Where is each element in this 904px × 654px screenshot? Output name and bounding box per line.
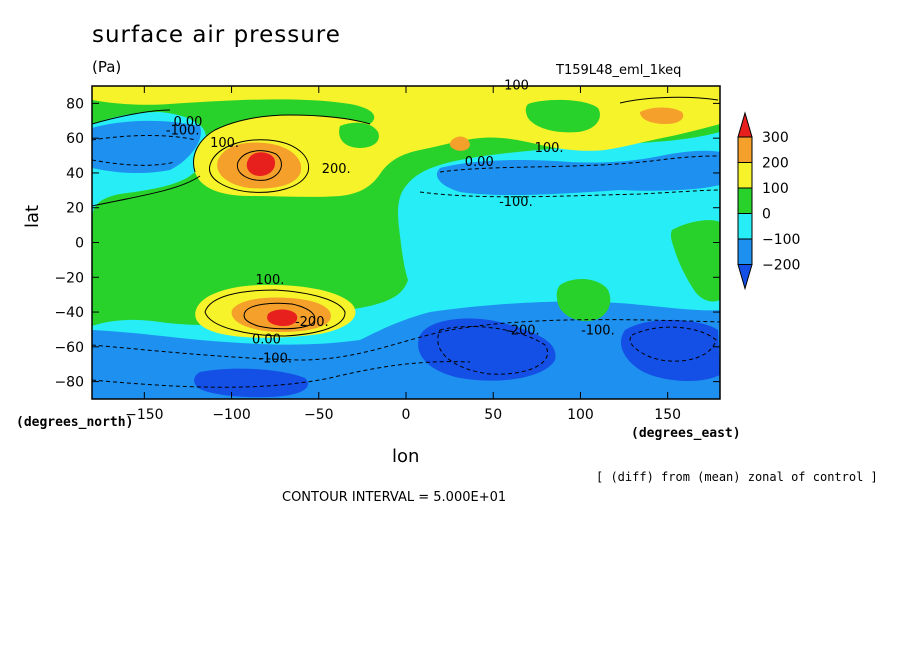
colorbar: 300 200 100 0 −100 −200 <box>737 111 800 291</box>
colorbar-label: −100 <box>762 232 800 248</box>
chart-title: surface air pressure <box>92 22 341 48</box>
contour-label: -200. <box>506 324 540 339</box>
contour-field <box>92 86 720 399</box>
field-darkblue-south-2 <box>620 319 720 382</box>
x-tick-label: 0 <box>402 407 411 423</box>
contour-label: -100. <box>499 195 533 210</box>
colorbar-swatch <box>737 213 753 240</box>
field-red-north <box>246 152 276 176</box>
axes: −150 −100 −50 0 50 100 150 −80 −60 −40 −20 0 20 40 60 8… <box>54 86 720 423</box>
y-tick-label: −60 <box>54 340 84 356</box>
y-tick-label: 80 <box>66 96 84 112</box>
negative-contours <box>92 135 720 388</box>
contour-label: -100. <box>166 124 200 139</box>
colorbar-swatch <box>737 136 753 163</box>
colorbar-swatch <box>737 187 753 214</box>
colorbar-top-arrow <box>737 111 753 138</box>
y-tick-label: −20 <box>54 270 84 286</box>
contour-interval: CONTOUR INTERVAL = 5.000E+01 <box>282 490 507 505</box>
x-tick-label: 50 <box>484 407 502 423</box>
contour-label: -100. <box>581 324 615 339</box>
x-tick-label: −150 <box>125 407 163 423</box>
contour-label: 0.00 <box>252 332 281 347</box>
diff-note: [ (diff) from (mean) zonal of control ] <box>596 470 878 484</box>
field-blue-north-east <box>436 150 720 196</box>
y-tick-label: 60 <box>66 131 84 147</box>
colorbar-label: −200 <box>762 258 800 274</box>
field-darkblue-south-3 <box>194 368 309 398</box>
field-red-south <box>267 309 298 326</box>
y-axis-units: (degrees_north) <box>16 415 134 430</box>
y-tick-label: 20 <box>66 201 84 217</box>
contour-label: 100. <box>535 141 564 156</box>
contour-label: 0.00 <box>465 155 494 170</box>
contour-label: 100. <box>210 136 239 151</box>
field-darkblue-south-1 <box>418 318 556 381</box>
contour-label: -100. <box>258 351 292 366</box>
contour-label: 100. <box>255 273 284 288</box>
chart-units: (Pa) <box>92 58 122 76</box>
colorbar-swatch <box>737 238 753 265</box>
colorbar-label: 100 <box>762 181 789 197</box>
colorbar-label: 0 <box>762 207 771 223</box>
contour-label: -200. <box>295 315 329 330</box>
contour-label: 200. <box>322 162 351 177</box>
y-tick-label: −80 <box>54 375 84 391</box>
field-orange-north-3 <box>449 136 470 151</box>
contour-label: -100 <box>499 78 529 93</box>
field-green-north-hole-1 <box>525 99 600 133</box>
field-orange-north-2 <box>640 107 684 124</box>
x-tick-label: 150 <box>654 407 681 423</box>
colorbar-bottom-arrow <box>737 264 753 291</box>
contour-label: 0.00 <box>173 115 202 130</box>
x-tick-label: −50 <box>304 407 334 423</box>
contour-labels: 0.00-100.100.200.-100100.0.00-100.100.-2… <box>166 78 615 366</box>
y-tick-label: −40 <box>54 305 84 321</box>
x-tick-label: 100 <box>567 407 594 423</box>
field-green-east-1 <box>556 278 611 322</box>
x-tick-label: −100 <box>212 407 250 423</box>
positive-contours <box>92 96 719 337</box>
y-tick-label: 40 <box>66 166 84 182</box>
colorbar-swatch <box>737 162 753 189</box>
y-tick-label: 0 <box>75 236 84 252</box>
x-axis-label: lon <box>392 446 420 467</box>
colorbar-label: 300 <box>762 130 789 146</box>
x-axis-units: (degrees_east) <box>631 426 741 441</box>
field-green-north-hole-2 <box>339 122 379 148</box>
colorbar-label: 200 <box>762 156 789 172</box>
field-blue-north-west <box>92 120 201 174</box>
field-green-east-2 <box>670 220 720 302</box>
run-label: T159L48_eml_1keq <box>556 63 682 78</box>
